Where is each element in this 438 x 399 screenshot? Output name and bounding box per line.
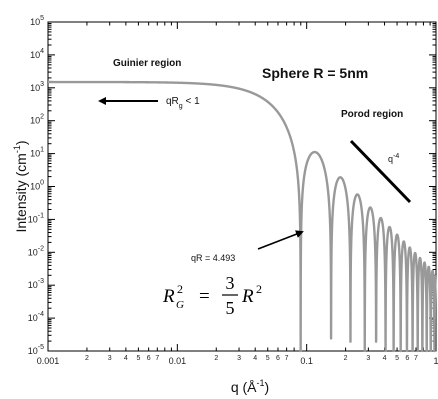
y-tick-label: 104 [30, 48, 44, 60]
x-axis-label: q (Å-1) [231, 378, 269, 395]
y-tick-label: 103 [30, 81, 44, 93]
y-tick-label: 102 [30, 114, 44, 126]
x-minor-tick-label: 3 [366, 355, 370, 362]
x-tick-label: 1 [433, 356, 438, 366]
x-tick-label: 0.001 [37, 356, 60, 366]
guinier-label: Guinier region [113, 58, 181, 69]
x-minor-tick-label: 2 [85, 355, 89, 362]
x-minor-tick-label: 7 [285, 355, 289, 362]
x-minor-tick-label: 4 [124, 355, 128, 362]
formula-numerator: 3 [226, 273, 235, 293]
formula-lhs-sub: G [176, 299, 184, 311]
x-minor-tick-label: 3 [108, 355, 112, 362]
y-tick-label: 105 [30, 15, 44, 27]
guinier-radius-formula: R 2G =35R 2 [162, 273, 262, 318]
porod-slope-line [349, 139, 412, 204]
x-minor-tick-label: 3 [237, 355, 241, 362]
sphere-label: Sphere R = 5nm [262, 65, 368, 81]
x-tick-label: 0.01 [169, 356, 187, 366]
formula-lhs-sup: 2 [177, 282, 183, 296]
x-minor-tick-label: 5 [395, 355, 399, 362]
y-tick-label: 10-3 [28, 278, 44, 290]
formula-lhs: R [162, 286, 175, 307]
porod-label: Porod region [341, 109, 403, 120]
y-tick-label: 10-1 [28, 212, 44, 224]
x-minor-tick-label: 4 [383, 355, 387, 362]
x-minor-tick-label: 5 [136, 355, 140, 362]
x-tick-label: 0.1 [300, 356, 313, 366]
x-minor-tick-label: 6 [147, 355, 151, 362]
x-minor-tick-label: 5 [266, 355, 270, 362]
formula-rhs-sup: 2 [256, 282, 262, 296]
x-minor-tick-label: 4 [253, 355, 257, 362]
y-tick-label: 10-4 [28, 311, 44, 323]
x-minor-tick-label: 7 [414, 355, 418, 362]
formula-rhs: R [241, 286, 254, 307]
formula-equals: = [199, 286, 210, 307]
x-minor-tick-label: 7 [155, 355, 159, 362]
x-minor-tick-label: 6 [276, 355, 280, 362]
y-tick-label: 10-2 [28, 245, 44, 257]
porod-slope-label: q-4 [388, 153, 399, 164]
x-minor-tick-label: 6 [405, 355, 409, 362]
y-tick-label: 100 [30, 180, 44, 192]
series-line-sphere [46, 80, 438, 353]
first-min-arrow [257, 230, 304, 250]
guinier-condition: qRg < 1 [166, 96, 200, 110]
x-minor-tick-label: 2 [344, 355, 348, 362]
first-min-label: qR = 4.493 [191, 253, 235, 263]
y-axis-label: Intensity (cm-1) [12, 140, 29, 232]
y-tick-label: 101 [30, 147, 44, 159]
x-minor-tick-label: 2 [214, 355, 218, 362]
y-tick-label: 10-5 [28, 344, 44, 356]
formula-denominator: 5 [226, 298, 235, 318]
